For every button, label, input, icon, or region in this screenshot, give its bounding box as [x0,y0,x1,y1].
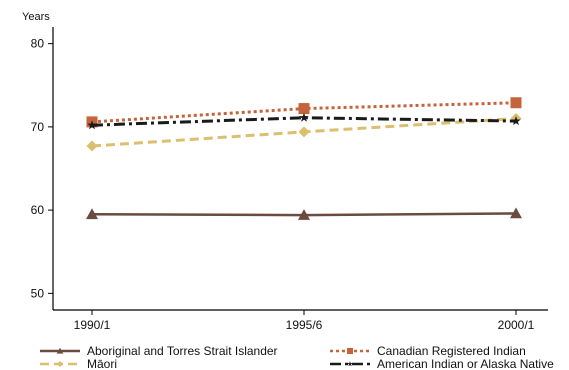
data-point-marker [511,116,521,126]
y-tick-label: 70 [31,120,45,134]
series-line-3 [91,116,517,127]
legend-label: Māori [87,357,117,370]
x-tick-label: 1990/1 [74,318,111,332]
legend-marker [346,347,354,355]
legend-marker [56,347,64,354]
legend-marker [56,360,64,368]
data-point-marker [510,97,522,109]
data-point-marker [298,209,310,220]
data-point-marker [86,208,98,220]
data-point-marker [510,207,522,219]
series-group [86,97,522,220]
data-point-marker [299,112,309,122]
legend-label: American Indian or Alaska Native [377,357,554,370]
y-tick-label: 60 [31,203,45,217]
data-point-marker [87,120,97,130]
y-tick-label: 80 [31,37,45,51]
x-tick-label: 2000/1 [498,318,535,332]
legend-label: Aboriginal and Torres Strait Islander [87,344,278,358]
y-axis-label: Years [22,11,50,23]
data-point-marker [86,140,98,152]
legend: Aboriginal and Torres Strait IslanderMāo… [40,344,554,370]
legend-label: Canadian Registered Indian [377,344,526,358]
legend-marker [347,361,353,367]
data-point-marker [298,103,310,115]
x-ticks: 1990/1 1995/6 2000/1 [74,310,535,332]
y-tick-label: 50 [31,286,45,300]
x-tick-label: 1995/6 [286,318,323,332]
data-point-marker [298,126,310,138]
y-ticks: 50 60 70 80 [31,37,53,300]
